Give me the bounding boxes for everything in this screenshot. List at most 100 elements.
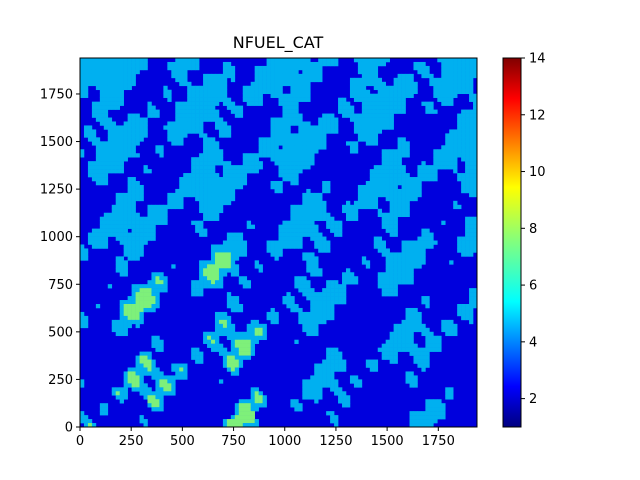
- heatmap-cell: [234, 371, 240, 376]
- heatmap-cell: [310, 379, 315, 384]
- heatmap-cell: [218, 351, 224, 356]
- heatmap-cell: [155, 145, 160, 150]
- heatmap-cell: [437, 335, 442, 341]
- heatmap-cell: [147, 292, 152, 297]
- heatmap-cell: [87, 419, 93, 424]
- heatmap-cell: [147, 351, 152, 356]
- heatmap-cell: [286, 105, 291, 110]
- heatmap-cell: [453, 141, 458, 146]
- heatmap-cell: [449, 153, 454, 158]
- heatmap-cell: [131, 367, 136, 372]
- heatmap-cell: [127, 125, 132, 130]
- heatmap-cell: [393, 224, 398, 229]
- heatmap-cell: [286, 153, 291, 158]
- heatmap-cell: [469, 240, 474, 245]
- heatmap-cell: [401, 196, 406, 202]
- heatmap-cell: [433, 85, 438, 91]
- heatmap-cell: [397, 343, 402, 348]
- heatmap-cell: [385, 224, 390, 229]
- heatmap-cell: [306, 93, 311, 98]
- heatmap-cell: [473, 288, 478, 293]
- heatmap-cell: [199, 133, 204, 138]
- heatmap-cell: [381, 212, 386, 218]
- colorbar-frame: [502, 57, 522, 428]
- heatmap-cell: [413, 192, 418, 198]
- heatmap-cell: [91, 165, 97, 170]
- heatmap-cell: [433, 161, 438, 166]
- heatmap-cell: [222, 260, 228, 265]
- heatmap-cell: [353, 113, 359, 118]
- heatmap-cell: [242, 411, 248, 416]
- heatmap-cell: [377, 181, 383, 186]
- heatmap-cell: [397, 137, 402, 142]
- heatmap-cell: [218, 323, 224, 329]
- heatmap-cell: [123, 248, 128, 253]
- heatmap-cell: [266, 244, 271, 249]
- heatmap-cell: [306, 224, 311, 229]
- heatmap-cell: [179, 363, 184, 368]
- heatmap-cell: [441, 81, 446, 87]
- heatmap-cell: [274, 188, 279, 194]
- heatmap-cell: [437, 85, 442, 91]
- heatmap-cell: [211, 141, 216, 146]
- heatmap-cell: [365, 363, 371, 368]
- heatmap-cell: [310, 161, 315, 166]
- heatmap-cell: [294, 307, 299, 313]
- heatmap-cell: [314, 395, 319, 400]
- heatmap-cell: [230, 101, 236, 106]
- heatmap-cell: [298, 216, 303, 221]
- heatmap-cell: [461, 129, 466, 134]
- heatmap-cell: [421, 347, 426, 352]
- heatmap-cell: [389, 188, 394, 194]
- heatmap-cell: [222, 331, 228, 337]
- heatmap-cell: [207, 97, 212, 102]
- heatmap-cell: [91, 133, 97, 138]
- heatmap-cell: [119, 311, 124, 317]
- heatmap-cell: [465, 173, 470, 178]
- heatmap-cell: [203, 173, 208, 178]
- heatmap-cell: [179, 188, 184, 194]
- heatmap-cell: [361, 133, 367, 138]
- heatmap-cell: [214, 149, 220, 154]
- heatmap-cell: [449, 387, 454, 392]
- heatmap-cell: [294, 141, 299, 146]
- heatmap-cell: [298, 149, 303, 154]
- heatmap-cell: [330, 61, 335, 67]
- heatmap-cell: [334, 228, 339, 233]
- heatmap-cell: [286, 125, 291, 130]
- heatmap-cell: [322, 319, 327, 325]
- heatmap-cell: [361, 58, 367, 63]
- heatmap-cell: [330, 371, 335, 376]
- heatmap-cell: [357, 61, 363, 67]
- heatmap-cell: [473, 137, 478, 142]
- heatmap-cell: [238, 359, 244, 364]
- heatmap-cell: [330, 411, 335, 416]
- heatmap-cell: [290, 73, 295, 79]
- heatmap-cell: [373, 196, 379, 202]
- heatmap-cell: [111, 65, 117, 71]
- heatmap-cell: [222, 323, 228, 329]
- heatmap-cell: [437, 149, 442, 154]
- heatmap-cell: [254, 264, 259, 269]
- heatmap-cell: [389, 264, 394, 269]
- heatmap-cell: [191, 192, 196, 198]
- heatmap-cell: [226, 256, 232, 261]
- heatmap-cell: [131, 145, 136, 150]
- heatmap-cell: [326, 220, 331, 225]
- heatmap-cell: [298, 319, 303, 325]
- heatmap-cell: [298, 153, 303, 158]
- heatmap-cell: [353, 129, 359, 134]
- heatmap-cell: [318, 125, 323, 130]
- heatmap-cell: [103, 121, 109, 126]
- heatmap-cell: [119, 224, 124, 229]
- heatmap-cell: [413, 319, 418, 325]
- heatmap-cell: [465, 224, 470, 229]
- heatmap-cell: [226, 319, 232, 325]
- heatmap-cell: [353, 97, 359, 102]
- heatmap-cell: [250, 97, 255, 102]
- heatmap-cell: [191, 105, 196, 110]
- heatmap-cell: [254, 391, 259, 396]
- heatmap-cell: [465, 129, 470, 134]
- heatmap-cell: [155, 296, 160, 301]
- heatmap-cell: [286, 228, 291, 233]
